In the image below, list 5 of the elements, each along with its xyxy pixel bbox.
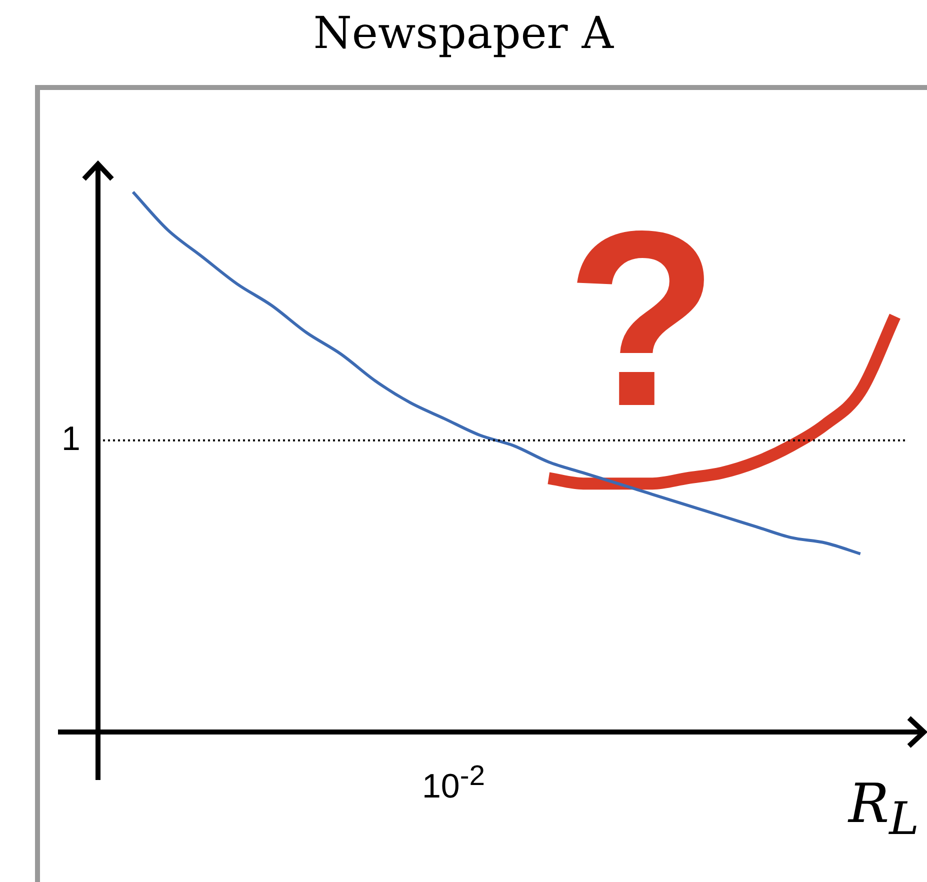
x-axis-title: R$_{L}$ bbox=[848, 772, 919, 845]
annotation: ? bbox=[566, 179, 718, 458]
chart-title: Newspaper A bbox=[312, 8, 615, 59]
text: 10$^{-2}$ bbox=[422, 760, 486, 806]
ref-line-label: 1 bbox=[62, 420, 80, 458]
